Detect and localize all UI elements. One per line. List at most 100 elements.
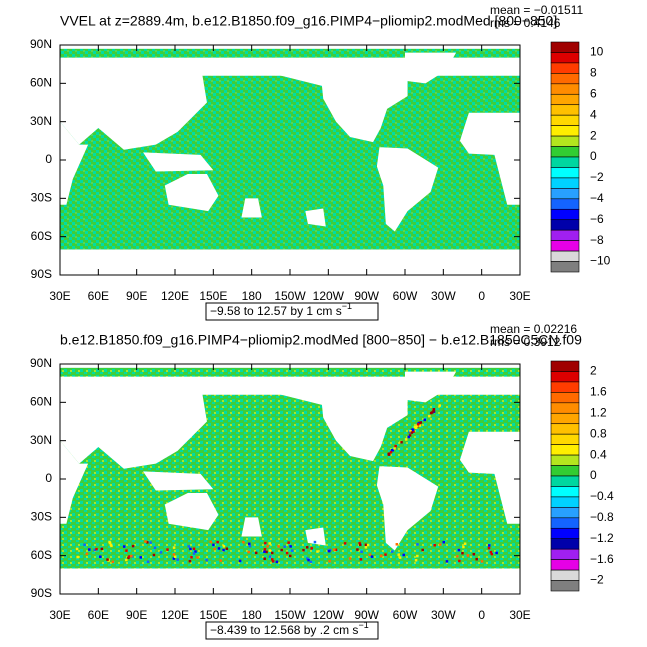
lon-label: 30W	[431, 608, 456, 622]
anomaly-speck	[398, 556, 402, 559]
anomaly-speck	[343, 542, 347, 545]
colorbar-box	[550, 527, 580, 540]
anomaly-speck	[172, 553, 176, 556]
anomaly-speck	[209, 540, 213, 544]
colorbar-box	[550, 83, 580, 95]
anomaly-speck	[410, 431, 414, 434]
anomaly-speck	[263, 557, 266, 560]
colorbar-box	[550, 93, 580, 106]
anomaly-speck	[413, 425, 417, 429]
colorbar-box	[550, 433, 580, 445]
colorbar-label: −0.4	[590, 489, 614, 503]
lon-label: 90W	[354, 608, 379, 622]
anomaly-speck	[419, 421, 423, 424]
anomaly-speck	[472, 552, 476, 556]
lon-label: 90W	[354, 289, 379, 303]
range-exponent: −1	[358, 620, 368, 630]
lon-label: 120W	[313, 289, 345, 303]
anomaly-speck	[219, 559, 223, 562]
anomaly-speck	[83, 543, 86, 546]
colorbar-box	[550, 517, 580, 529]
land	[164, 493, 219, 531]
lat-label: 30S	[31, 191, 52, 205]
anomaly-speck	[429, 411, 433, 415]
anomaly-speck	[172, 557, 176, 560]
lat-label: 90N	[30, 37, 52, 51]
anomaly-speck	[122, 545, 126, 548]
anomaly-speck	[275, 560, 279, 564]
anomaly-speck	[495, 551, 498, 555]
anomaly-speck	[397, 553, 400, 556]
range-text: −8.439 to 12.568 by .2 cm s	[210, 623, 358, 637]
colorbar-box	[550, 412, 580, 425]
colorbar-box	[550, 188, 580, 200]
anomaly-speck	[146, 560, 150, 563]
colorbar-box	[550, 177, 580, 189]
anomaly-speck	[194, 550, 197, 553]
anomaly-speck	[309, 560, 313, 564]
anomaly-speck	[268, 555, 272, 558]
anomaly-speck	[85, 552, 89, 556]
anomaly-speck	[127, 556, 130, 560]
anomaly-speck	[387, 452, 391, 456]
land	[376, 466, 439, 551]
anomaly-speck	[393, 447, 396, 450]
anomaly-speck	[108, 541, 112, 545]
anomaly-speck	[111, 560, 115, 564]
land	[241, 198, 262, 218]
lat-label: 60S	[31, 548, 52, 562]
colorbar-box	[550, 135, 580, 147]
land	[143, 152, 214, 172]
anomaly-speck	[212, 543, 215, 547]
range-exponent: −1	[342, 301, 352, 311]
colorbar-box	[550, 496, 580, 508]
range-text: −9.58 to 12.57 by 1 cm s	[210, 304, 342, 318]
anomaly-speck	[489, 550, 493, 554]
anomaly-speck	[247, 550, 250, 554]
colorbar-box	[550, 548, 580, 560]
anomaly-speck	[217, 547, 221, 550]
colorbar-box	[550, 250, 580, 262]
anomaly-speck	[172, 546, 176, 549]
colorbar-box	[550, 146, 580, 158]
lon-label: 30E	[49, 289, 70, 303]
anomaly-speck	[225, 547, 229, 550]
anomaly-speck	[125, 549, 128, 552]
colorbar-box	[550, 454, 580, 466]
anomaly-speck	[128, 555, 131, 558]
lon-label: 90E	[126, 608, 147, 622]
lon-label: 120W	[313, 608, 345, 622]
anomaly-speck	[277, 545, 280, 548]
colorbar-label: −4	[590, 191, 604, 205]
panel-title: b.e12.B1850.f09_g16.PIMP4−pliomip2.modMe…	[60, 332, 582, 348]
lon-label: 150E	[199, 608, 227, 622]
land	[60, 440, 89, 524]
lon-label: 30W	[431, 289, 456, 303]
anomaly-speck	[88, 548, 91, 551]
lat-label: 0	[45, 471, 52, 485]
anomaly-speck	[400, 441, 403, 444]
anomaly-speck	[242, 540, 245, 544]
land	[459, 431, 520, 524]
anomaly-speck	[287, 541, 290, 544]
anomaly-speck	[75, 547, 79, 551]
anomaly-speck	[408, 434, 412, 437]
anomaly-speck	[266, 545, 269, 548]
colorbar-box	[550, 507, 580, 519]
anomaly-speck	[458, 559, 461, 563]
range-label: −9.58 to 12.57 by 1 cm s−1	[210, 301, 352, 318]
lon-label: 180	[242, 608, 262, 622]
land	[270, 62, 408, 143]
anomaly-speck	[328, 549, 331, 553]
anomaly-speck	[190, 556, 193, 559]
colorbar-label: 0	[590, 468, 597, 482]
lat-label: 0	[45, 152, 52, 166]
colorbar-label: −10	[590, 254, 611, 268]
anomaly-speck	[366, 543, 370, 547]
anomaly-speck	[411, 428, 414, 431]
colorbar-box	[550, 219, 580, 231]
colorbar-label: 2	[590, 364, 597, 378]
anomaly-speck	[159, 551, 163, 554]
anomaly-speck	[196, 556, 199, 559]
colorbar-box	[550, 208, 580, 221]
